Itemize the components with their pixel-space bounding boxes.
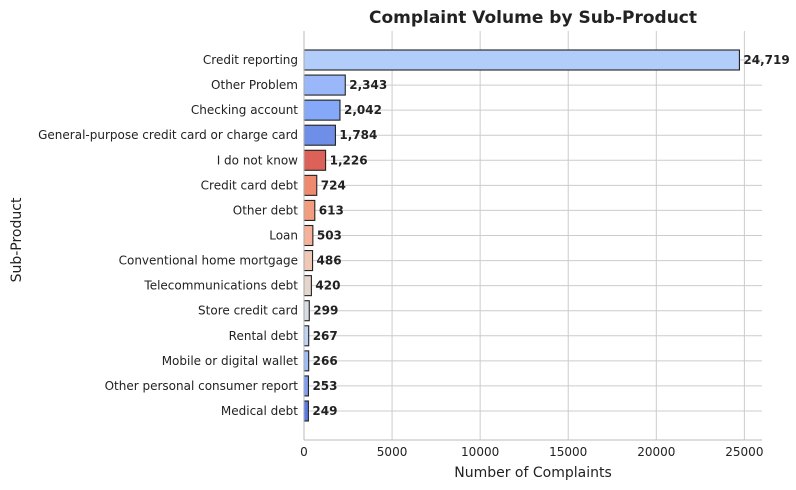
bar: [303, 124, 336, 146]
bar: [303, 350, 310, 372]
data-label: 420: [315, 279, 340, 293]
chart-title: Complaint Volume by Sub-Product: [369, 8, 697, 28]
bar: [303, 400, 309, 422]
x-tick-label: 0: [300, 445, 308, 459]
y-tick-label: Other debt: [233, 203, 299, 217]
y-axis-label: Sub-Product: [9, 197, 25, 282]
x-tick-label: 25000: [725, 445, 763, 459]
y-tick-label: Store credit card: [198, 304, 298, 318]
data-label: 249: [312, 404, 337, 418]
y-tick-label: Rental debt: [229, 329, 299, 343]
bar: [303, 199, 316, 221]
data-label: 299: [313, 304, 338, 318]
y-tick-label: General-purpose credit card or charge ca…: [38, 128, 298, 142]
y-tick-label: Checking account: [191, 103, 298, 117]
grid: [303, 31, 762, 440]
data-label: 1,784: [339, 128, 377, 142]
bar: [303, 49, 740, 71]
data-label: 253: [312, 379, 337, 393]
data-label: 2,042: [344, 103, 382, 117]
y-tick-label: Mobile or digital wallet: [162, 354, 299, 368]
data-label: 1,226: [330, 153, 368, 167]
data-label: 613: [319, 203, 344, 217]
labels: 0 5000 10000 15000 20000 25000 Credit reportin…: [38, 53, 790, 459]
bar: [303, 275, 312, 297]
bar: [303, 375, 310, 397]
bar: [303, 149, 327, 171]
data-label: 266: [313, 354, 338, 368]
x-tick-label: 5000: [377, 445, 408, 459]
bar: [303, 224, 314, 247]
data-label: 2,343: [349, 78, 387, 92]
x-tick-label: 20000: [637, 445, 675, 459]
y-tick-label: Credit reporting: [203, 53, 298, 67]
y-tick-label: Credit card debt: [201, 178, 299, 192]
x-axis-label: Number of Complaints: [454, 465, 612, 481]
y-tick-label: Medical debt: [221, 404, 298, 418]
y-tick-label: I do not know: [217, 153, 298, 167]
axes: [303, 31, 762, 441]
y-tick-label: Telecommunications debt: [143, 279, 298, 293]
data-label: 267: [313, 329, 338, 343]
y-tick-label: Other personal consumer report: [105, 379, 299, 393]
bar: [303, 300, 310, 322]
x-tick-label: 15000: [549, 445, 587, 459]
x-tick-label: 10000: [461, 445, 499, 459]
data-label: 24,719: [743, 53, 789, 67]
bar: [303, 74, 346, 96]
bar: [303, 250, 314, 272]
data-label: 486: [317, 254, 342, 268]
y-tick-label: Loan: [269, 229, 298, 243]
bar: [303, 325, 310, 347]
data-label: 724: [321, 178, 346, 192]
data-label: 503: [317, 229, 342, 243]
y-tick-label: Other Problem: [211, 78, 298, 92]
bar: [303, 99, 341, 121]
y-tick-label: Conventional home mortgage: [119, 254, 298, 268]
bar: [303, 174, 318, 196]
